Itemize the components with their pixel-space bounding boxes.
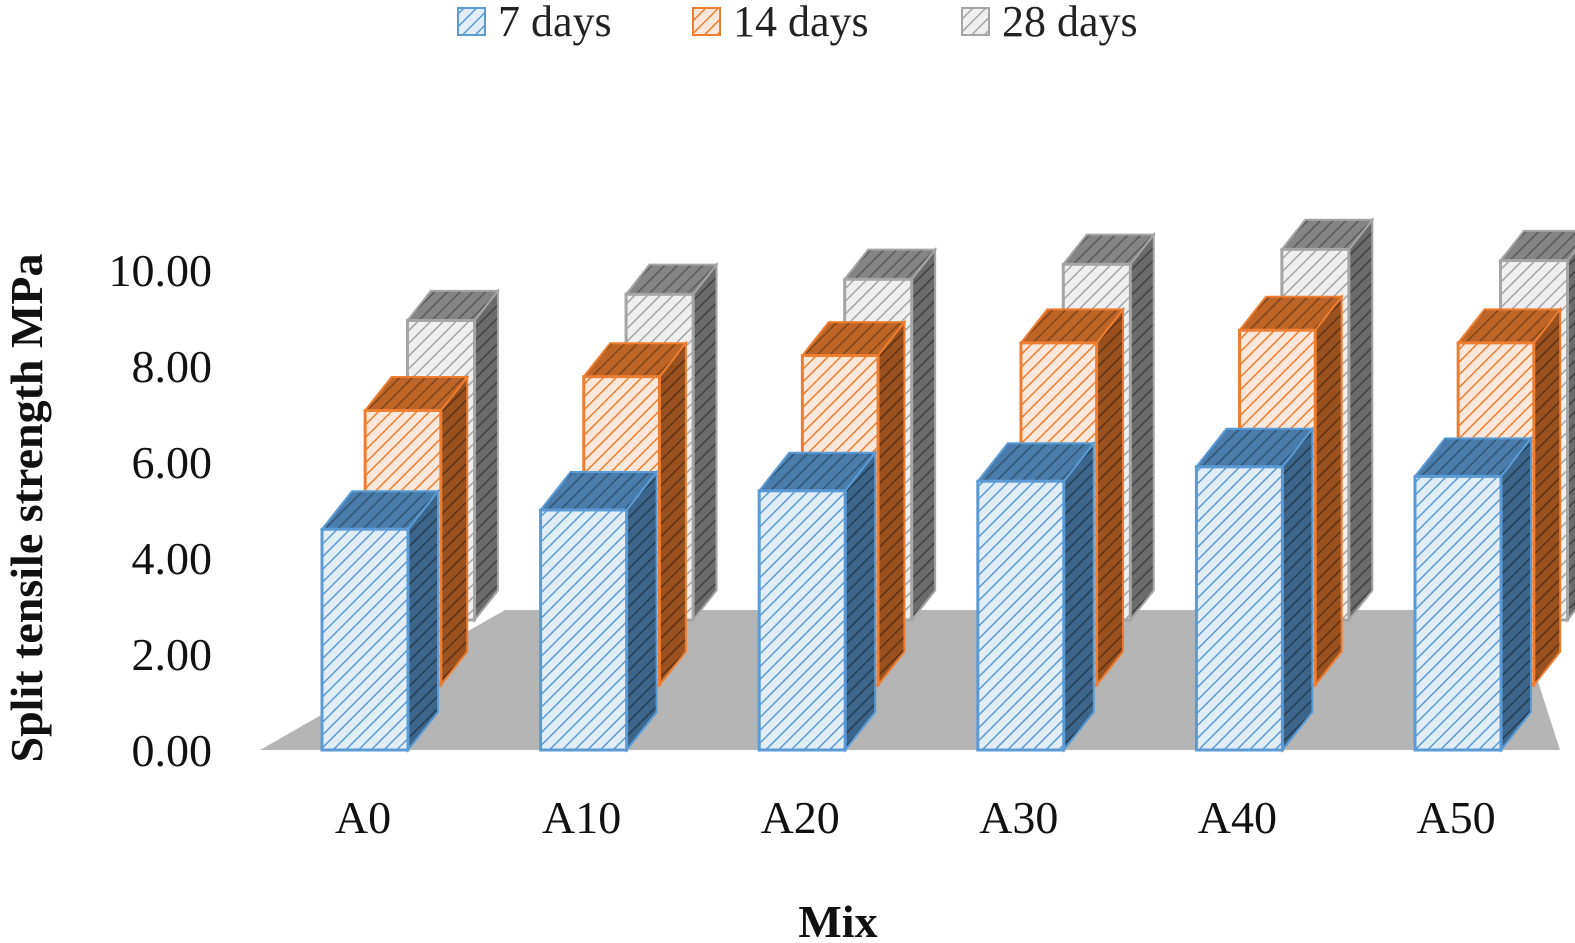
x-tick-label: A40 bbox=[1198, 792, 1277, 843]
bar-front bbox=[976, 479, 1066, 752]
y-tick-label: 10.00 bbox=[109, 245, 213, 296]
bar bbox=[1412, 435, 1534, 753]
bar-front bbox=[539, 508, 629, 752]
bar bbox=[975, 440, 1096, 753]
legend-item: 14 days bbox=[692, 0, 869, 46]
bar-top bbox=[1498, 229, 1575, 262]
bar-side bbox=[1314, 293, 1343, 688]
bar-side bbox=[1129, 231, 1155, 623]
x-tick-label: A30 bbox=[979, 792, 1058, 843]
bar-side bbox=[1347, 216, 1374, 623]
bar-side bbox=[1500, 435, 1532, 753]
bar-front bbox=[320, 527, 410, 752]
y-tick-label: 6.00 bbox=[132, 437, 213, 488]
bar-side bbox=[844, 449, 877, 753]
x-tick-label: A0 bbox=[335, 792, 391, 843]
x-axis-title: Mix bbox=[798, 896, 877, 943]
bar bbox=[1194, 425, 1315, 753]
y-tick-label: 4.00 bbox=[132, 533, 213, 584]
y-axis-title: Split tensile strength MPa bbox=[1, 254, 52, 763]
y-axis: 0.00 2.00 4.00 6.00 8.00 10.00 bbox=[109, 245, 213, 776]
bar-front bbox=[1413, 474, 1503, 752]
legend-swatch bbox=[961, 7, 990, 36]
bar bbox=[757, 449, 878, 753]
x-tick-label: A50 bbox=[1416, 792, 1495, 843]
bar-front bbox=[1194, 465, 1284, 752]
bar-side bbox=[692, 261, 718, 623]
legend-item: 7 days bbox=[457, 0, 612, 46]
bar bbox=[538, 469, 659, 753]
legend-swatch bbox=[692, 7, 721, 36]
bar-side bbox=[1095, 306, 1125, 688]
y-tick-label: 0.00 bbox=[132, 725, 213, 776]
bar bbox=[319, 488, 441, 753]
bars-group bbox=[319, 216, 1575, 753]
bar-side bbox=[658, 340, 687, 688]
bar-side bbox=[439, 374, 469, 688]
bar-side bbox=[1281, 425, 1314, 753]
legend-swatch bbox=[457, 7, 486, 36]
bar-side bbox=[473, 287, 499, 623]
legend-item: 28 days bbox=[961, 0, 1138, 46]
legend-label: 7 days bbox=[498, 0, 612, 46]
bar-side bbox=[877, 319, 906, 688]
bar-side bbox=[910, 246, 937, 623]
legend: 7 days 14 days 28 days bbox=[457, 0, 1138, 46]
y-tick-label: 2.00 bbox=[132, 629, 213, 680]
bar-side bbox=[1532, 306, 1562, 688]
bar-side bbox=[1062, 440, 1095, 753]
bar-front bbox=[757, 489, 847, 752]
bar-side bbox=[625, 469, 658, 753]
bar-side bbox=[407, 488, 439, 753]
legend-label: 14 days bbox=[733, 0, 869, 46]
x-tick-label: A10 bbox=[542, 792, 621, 843]
x-axis: A0 A10 A20 A30 A40 A50 bbox=[335, 792, 1496, 843]
x-tick-label: A20 bbox=[761, 792, 840, 843]
legend-label: 28 days bbox=[1002, 0, 1138, 46]
y-tick-label: 8.00 bbox=[132, 341, 213, 392]
